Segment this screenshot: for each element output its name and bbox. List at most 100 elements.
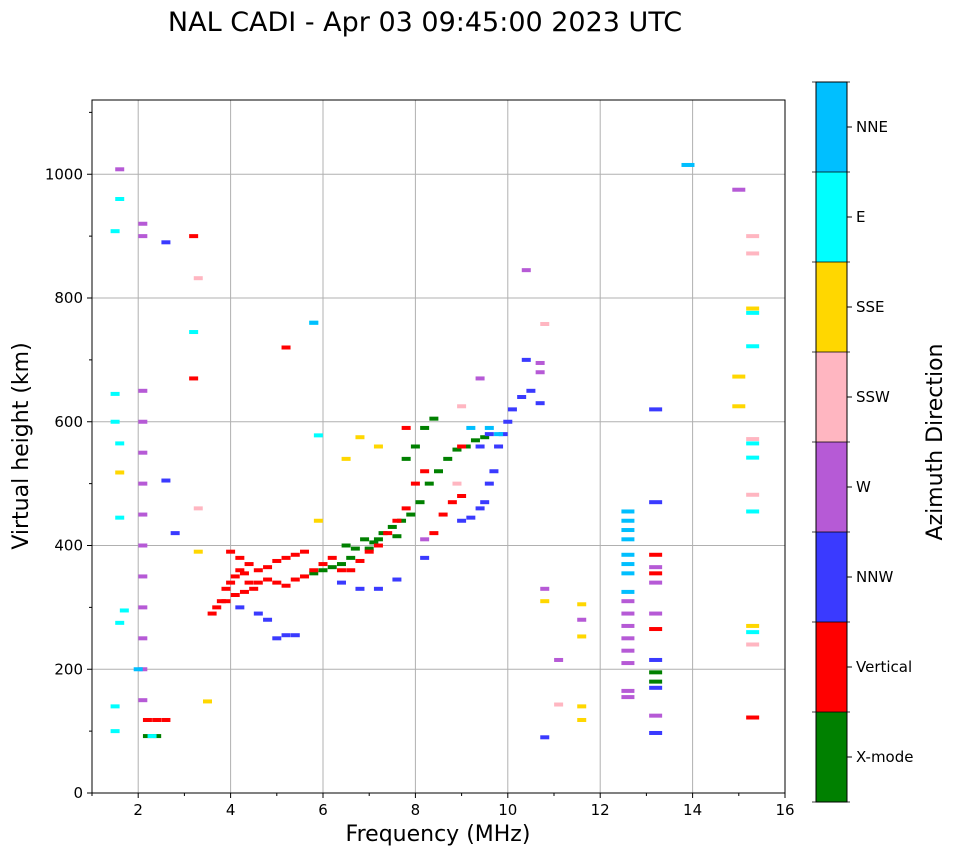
data-point-x-mode bbox=[142, 734, 152, 739]
data-point-sse bbox=[193, 549, 203, 554]
data-point-vertical bbox=[189, 234, 199, 239]
data-point-vertical bbox=[207, 611, 217, 616]
data-point-nnw bbox=[649, 500, 663, 505]
data-point-x-mode bbox=[350, 546, 360, 551]
colorbar-segment bbox=[816, 712, 847, 802]
data-point-nnw bbox=[235, 605, 245, 610]
data-point-vertical bbox=[212, 605, 222, 610]
data-point-nne bbox=[309, 320, 319, 325]
data-point-e bbox=[189, 330, 199, 335]
data-point-e bbox=[746, 630, 760, 635]
data-point-nnw bbox=[161, 240, 171, 245]
data-point-ssw bbox=[554, 702, 564, 707]
data-point-w bbox=[115, 167, 125, 172]
data-point-nne bbox=[621, 562, 635, 567]
data-point-ssw bbox=[746, 251, 760, 256]
data-point-x-mode bbox=[410, 444, 420, 449]
data-point-x-mode bbox=[401, 456, 411, 461]
data-point-nnw bbox=[480, 500, 490, 505]
colorbar-segment bbox=[816, 622, 847, 712]
data-point-w bbox=[138, 234, 148, 239]
data-point-w bbox=[621, 623, 635, 628]
data-point-w bbox=[621, 688, 635, 693]
data-point-e bbox=[110, 229, 120, 234]
data-point-e bbox=[115, 515, 125, 520]
data-point-vertical bbox=[290, 552, 300, 557]
data-point-w bbox=[577, 617, 587, 622]
data-point-nne bbox=[621, 589, 635, 594]
colorbar-tick-label: NNW bbox=[856, 568, 893, 586]
data-point-w bbox=[621, 599, 635, 604]
data-point-vertical bbox=[649, 552, 663, 557]
x-tick-label: 14 bbox=[683, 801, 702, 819]
data-point-vertical bbox=[142, 717, 152, 722]
x-tick-label: 2 bbox=[133, 801, 143, 819]
x-tick-label: 6 bbox=[318, 801, 328, 819]
data-point-vertical bbox=[309, 568, 319, 573]
data-point-sse bbox=[577, 634, 587, 639]
data-point-ssw bbox=[746, 642, 760, 647]
data-point-w bbox=[138, 543, 148, 548]
data-point-nnw bbox=[272, 636, 282, 641]
data-point-x-mode bbox=[470, 438, 480, 443]
x-tick-label: 12 bbox=[591, 801, 610, 819]
x-tick-label: 4 bbox=[226, 801, 236, 819]
data-point-e bbox=[110, 729, 120, 734]
data-point-vertical bbox=[355, 558, 365, 563]
data-point-vertical bbox=[457, 444, 467, 449]
data-point-x-mode bbox=[360, 537, 370, 542]
colorbar-segment bbox=[816, 262, 847, 352]
data-point-w bbox=[138, 481, 148, 486]
data-point-vertical bbox=[300, 574, 310, 579]
data-point-e bbox=[746, 441, 760, 446]
data-point-sse bbox=[203, 699, 212, 704]
data-point-vertical bbox=[373, 543, 383, 548]
data-point-sse bbox=[341, 456, 351, 461]
data-point-w bbox=[649, 713, 663, 718]
data-point-x-mode bbox=[309, 571, 319, 576]
data-point-nnw bbox=[392, 577, 402, 582]
data-point-vertical bbox=[239, 571, 249, 576]
data-point-w bbox=[649, 580, 663, 585]
colorbar-segment bbox=[816, 82, 847, 172]
data-point-x-mode bbox=[392, 534, 402, 539]
colorbar-label: Azimuth Direction bbox=[923, 343, 948, 540]
data-point-vertical bbox=[336, 568, 346, 573]
data-point-vertical bbox=[230, 593, 240, 597]
data-point-x-mode bbox=[443, 456, 453, 461]
data-point-sse bbox=[577, 704, 587, 709]
x-tick-label: 16 bbox=[775, 801, 794, 819]
data-point-vertical bbox=[318, 562, 328, 567]
data-point-ssw bbox=[452, 481, 462, 486]
data-point-vertical bbox=[401, 506, 411, 511]
data-point-w bbox=[138, 636, 148, 641]
x-axis: 2 4 6 8 10 12 14 16 bbox=[91, 793, 795, 819]
data-point-vertical bbox=[420, 469, 430, 474]
data-point-vertical bbox=[253, 568, 263, 573]
x-axis-label: Frequency (MHz) bbox=[346, 822, 531, 847]
data-point-vertical bbox=[447, 500, 457, 505]
y-tick-label: 600 bbox=[54, 413, 83, 431]
data-point-nnw bbox=[494, 444, 504, 449]
data-point-x-mode bbox=[152, 734, 162, 739]
data-point-x-mode bbox=[341, 543, 351, 548]
data-point-w bbox=[138, 419, 148, 424]
data-point-vertical bbox=[281, 345, 291, 350]
data-point-x-mode bbox=[387, 524, 397, 529]
y-axis-label: Virtual height (km) bbox=[9, 342, 34, 549]
data-point-nnw bbox=[649, 407, 663, 412]
y-tick-label: 800 bbox=[54, 289, 83, 307]
data-point-x-mode bbox=[415, 500, 425, 505]
data-point-vertical bbox=[263, 577, 273, 582]
colorbar-tick-label: E bbox=[856, 208, 865, 226]
data-point-vertical bbox=[401, 425, 411, 430]
data-point-e bbox=[110, 704, 120, 709]
data-point-vertical bbox=[457, 494, 467, 498]
data-point-x-mode bbox=[378, 531, 388, 536]
data-point-nnw bbox=[253, 611, 263, 616]
data-point-w bbox=[554, 657, 564, 662]
colorbar-tick-label: SSW bbox=[856, 388, 890, 406]
data-point-nnw bbox=[521, 357, 531, 362]
data-point-vertical bbox=[249, 586, 259, 591]
data-point-w bbox=[138, 221, 148, 226]
